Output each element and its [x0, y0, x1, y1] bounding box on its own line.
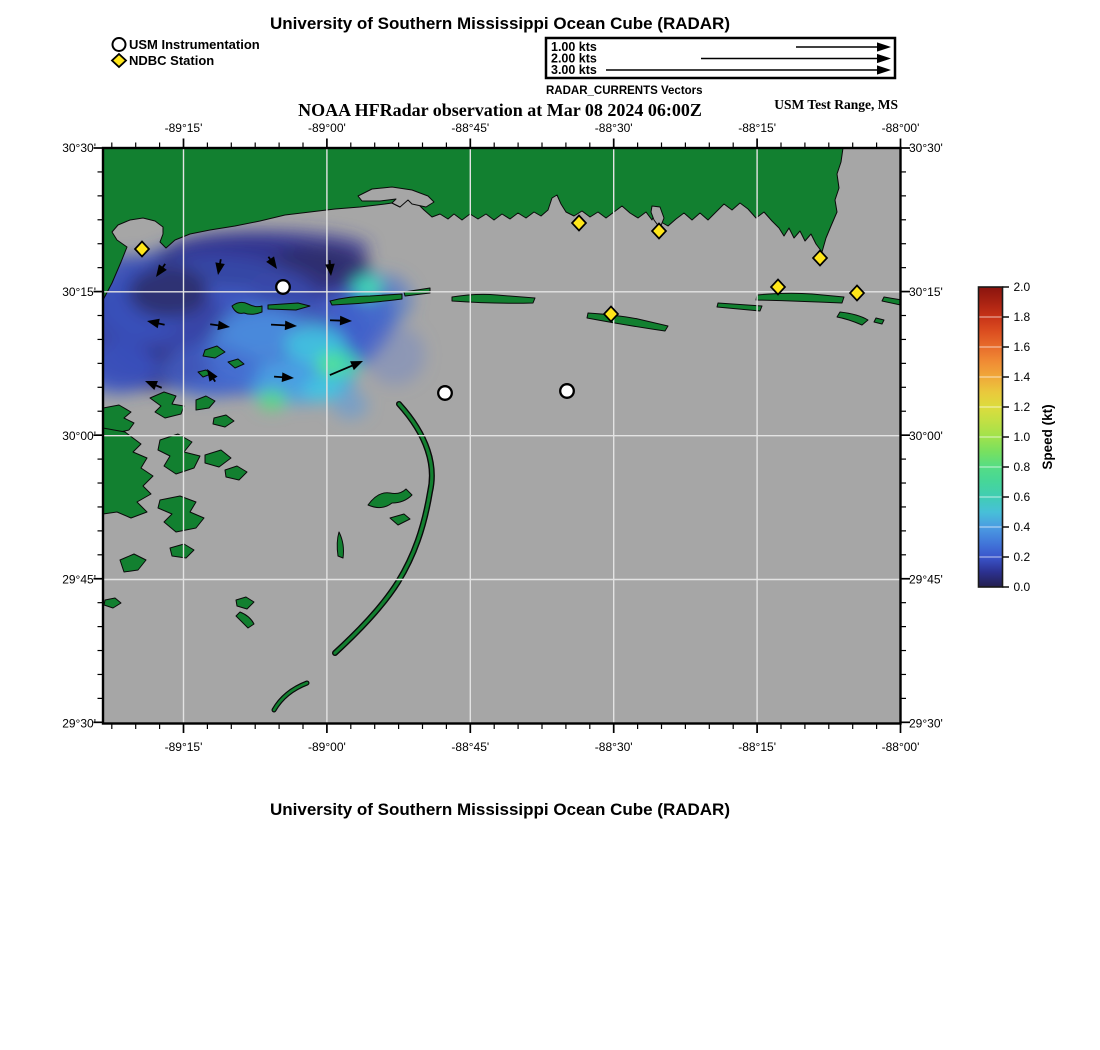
vector-legend-row-label: 2.00 kts: [551, 52, 597, 66]
colorbar-tick-label: 1.0: [1014, 430, 1031, 444]
map-area: -89°15' -89°15' -89°00' -89°00' -88°45' -88°4…: [62, 121, 943, 754]
current-vector: [156, 263, 167, 277]
map-subtitle: NOAA HFRadar observation at Mar 08 2024 …: [298, 100, 702, 120]
usm-legend-icon: [111, 37, 127, 52]
lon-tick-label-bottom: -88°15': [738, 740, 776, 754]
vector-legend-row: 3.00 kts: [551, 63, 891, 77]
current-vector: [215, 259, 225, 275]
vector-legend-arrowhead: [877, 53, 891, 64]
colorbar-tick-label: 0.2: [1014, 550, 1031, 564]
ndbc-station-marker: [602, 305, 620, 323]
colorbar-tick-label: 1.8: [1014, 310, 1031, 324]
lon-tick-label-top: -88°00': [882, 121, 920, 135]
current-vector: [329, 361, 363, 376]
usm-instrumentation-marker: [437, 385, 453, 401]
lon-tick-label-bottom: -88°30': [595, 740, 633, 754]
lat-tick-label-left: 30°00': [62, 429, 96, 443]
colorbar: 2.0 1.8 1.6 1.4 1.2 1.0 0.8 0.6 0.4 0.2 0.0 Speed …: [977, 280, 1055, 594]
station-markers: [133, 214, 866, 401]
current-vector: [210, 320, 230, 331]
lat-tick-label-right: 30°00': [909, 429, 943, 443]
vector-legend-row-label: 3.00 kts: [551, 63, 597, 77]
lat-tick-label-left: 29°30': [62, 717, 96, 731]
lon-tick-label-top: -89°15': [165, 121, 203, 135]
axis-ticks: [93, 138, 910, 733]
colorbar-title: Speed (kt): [1040, 404, 1055, 469]
ndbc-station-marker: [650, 222, 668, 240]
lon-tick-label-bottom: -89°15': [165, 740, 203, 754]
colorbar-tick-label: 0.6: [1014, 490, 1031, 504]
vector-legend-arrowhead: [877, 42, 891, 52]
colorbar-tick-label: 0.8: [1014, 460, 1031, 474]
lon-tick-label-top: -88°30': [595, 121, 633, 135]
colorbar-tick-label: 2.0: [1014, 280, 1031, 294]
usm-legend-label: USM Instrumentation: [129, 37, 260, 52]
lon-tick-label-bottom: -88°00': [882, 740, 920, 754]
lat-tick-label-right: 30°30': [909, 141, 943, 155]
lat-tick-label-right: 29°45': [909, 573, 943, 587]
usm-instrumentation-marker: [559, 383, 575, 399]
current-vector: [325, 259, 335, 276]
lat-tick-label-right: 29°30': [909, 717, 943, 731]
graticule: [103, 148, 901, 724]
current-vector: [266, 256, 277, 269]
ndbc-station-marker: [848, 284, 866, 302]
current-vector: [147, 318, 165, 329]
ndbc-legend-icon: [110, 52, 128, 69]
vector-legend-caption: RADAR_CURRENTS Vectors: [546, 85, 703, 97]
lon-tick-label-top: -89°00': [308, 121, 346, 135]
current-vector: [329, 315, 352, 326]
lat-tick-label-right: 30°15': [909, 285, 943, 299]
lon-tick-label-bottom: -88°45': [451, 740, 489, 754]
vector-legend-row-label: 1.00 kts: [551, 40, 597, 54]
lat-tick-label-left: 30°30': [62, 141, 96, 155]
ndbc-station-marker: [769, 278, 787, 296]
colorbar-tick-label: 0.4: [1014, 520, 1031, 534]
lat-tick-label-left: 30°15': [62, 285, 96, 299]
axis-labels: -89°15' -89°15' -89°00' -89°00' -88°45' -88°4…: [62, 121, 943, 754]
ndbc-station-marker: [811, 249, 829, 267]
lat-tick-label-left: 29°45': [62, 573, 96, 587]
vector-legend-arrowhead: [877, 65, 891, 75]
lon-tick-label-top: -88°15': [738, 121, 776, 135]
current-vector-arrows: [145, 256, 363, 390]
range-label: USM Test Range, MS: [774, 97, 898, 112]
lon-tick-label-top: -88°45': [451, 121, 489, 135]
colorbar-tick-label: 1.6: [1014, 340, 1031, 354]
lon-tick-label-bottom: -89°00': [308, 740, 346, 754]
current-vector: [273, 372, 294, 382]
usm-instrumentation-marker: [275, 279, 291, 295]
ndbc-legend-label: NDBC Station: [129, 53, 214, 68]
back-bay: [357, 186, 435, 208]
colorbar-tick-label: 1.4: [1014, 370, 1031, 384]
colorbar-tick-label: 1.2: [1014, 400, 1031, 414]
current-vector: [270, 320, 297, 331]
colorbar-tick-label: 0.0: [1014, 580, 1031, 594]
vector-legend-row: 1.00 kts: [551, 40, 891, 54]
ndbc-station-marker: [133, 240, 151, 258]
page-title: University of Southern Mississippi Ocean…: [270, 14, 730, 33]
ndbc-station-marker: [570, 214, 588, 232]
chandeleur-islands: [271, 401, 435, 713]
footer-title: University of Southern Mississippi Ocean…: [270, 800, 730, 819]
current-vector: [145, 381, 163, 390]
landmass-mainland: [103, 148, 844, 301]
current-vector: [207, 369, 218, 383]
symbol-legend: USM Instrumentation NDBC Station: [110, 37, 260, 69]
vector-legend-row: 2.00 kts: [551, 52, 891, 66]
current-speed-field: [103, 230, 425, 419]
